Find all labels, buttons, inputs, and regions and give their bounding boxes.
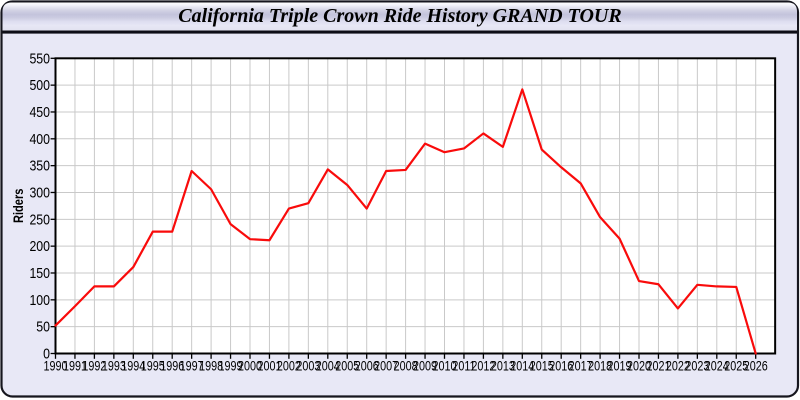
- svg-text:150: 150: [29, 265, 50, 281]
- svg-text:2015: 2015: [530, 358, 554, 373]
- svg-text:1990: 1990: [43, 358, 67, 373]
- svg-text:2014: 2014: [510, 358, 534, 373]
- svg-text:2026: 2026: [744, 358, 768, 373]
- svg-text:2017: 2017: [569, 358, 593, 373]
- svg-text:350: 350: [29, 158, 50, 174]
- svg-text:550: 550: [29, 50, 50, 66]
- svg-text:2021: 2021: [646, 358, 670, 373]
- svg-text:500: 500: [29, 77, 50, 93]
- svg-text:250: 250: [29, 211, 50, 227]
- svg-text:1993: 1993: [102, 358, 126, 373]
- svg-text:2003: 2003: [296, 358, 320, 373]
- svg-text:1999: 1999: [219, 358, 243, 373]
- svg-text:2004: 2004: [316, 358, 340, 373]
- svg-text:2020: 2020: [627, 358, 651, 373]
- svg-text:2012: 2012: [471, 358, 495, 373]
- svg-text:1994: 1994: [121, 358, 145, 373]
- svg-text:2025: 2025: [724, 358, 748, 373]
- svg-text:450: 450: [29, 104, 50, 120]
- svg-text:100: 100: [29, 292, 50, 308]
- svg-text:2009: 2009: [413, 358, 437, 373]
- svg-text:1996: 1996: [160, 358, 184, 373]
- svg-text:Riders: Riders: [11, 188, 26, 223]
- svg-text:300: 300: [29, 185, 50, 201]
- svg-text:1997: 1997: [180, 358, 204, 373]
- svg-text:2016: 2016: [549, 358, 573, 373]
- svg-text:0: 0: [43, 346, 50, 362]
- svg-text:2008: 2008: [394, 358, 418, 373]
- svg-text:2007: 2007: [374, 358, 398, 373]
- svg-text:2010: 2010: [432, 358, 456, 373]
- svg-text:California Triple Crown Ride H: California Triple Crown Ride History GRA…: [178, 5, 621, 27]
- svg-text:200: 200: [29, 238, 50, 254]
- svg-text:2006: 2006: [355, 358, 379, 373]
- svg-text:2019: 2019: [608, 358, 632, 373]
- svg-text:1991: 1991: [63, 358, 87, 373]
- svg-text:2022: 2022: [666, 358, 690, 373]
- svg-text:400: 400: [29, 131, 50, 147]
- svg-text:2001: 2001: [257, 358, 281, 373]
- svg-text:2018: 2018: [588, 358, 612, 373]
- svg-text:50: 50: [36, 319, 50, 335]
- svg-text:2023: 2023: [685, 358, 709, 373]
- svg-text:2000: 2000: [238, 358, 262, 373]
- svg-text:2002: 2002: [277, 358, 301, 373]
- svg-text:1992: 1992: [82, 358, 106, 373]
- svg-text:2005: 2005: [335, 358, 359, 373]
- svg-text:2024: 2024: [705, 358, 729, 373]
- svg-text:2011: 2011: [452, 358, 475, 373]
- svg-text:2013: 2013: [491, 358, 515, 373]
- svg-text:1998: 1998: [199, 358, 223, 373]
- svg-text:1995: 1995: [141, 358, 165, 373]
